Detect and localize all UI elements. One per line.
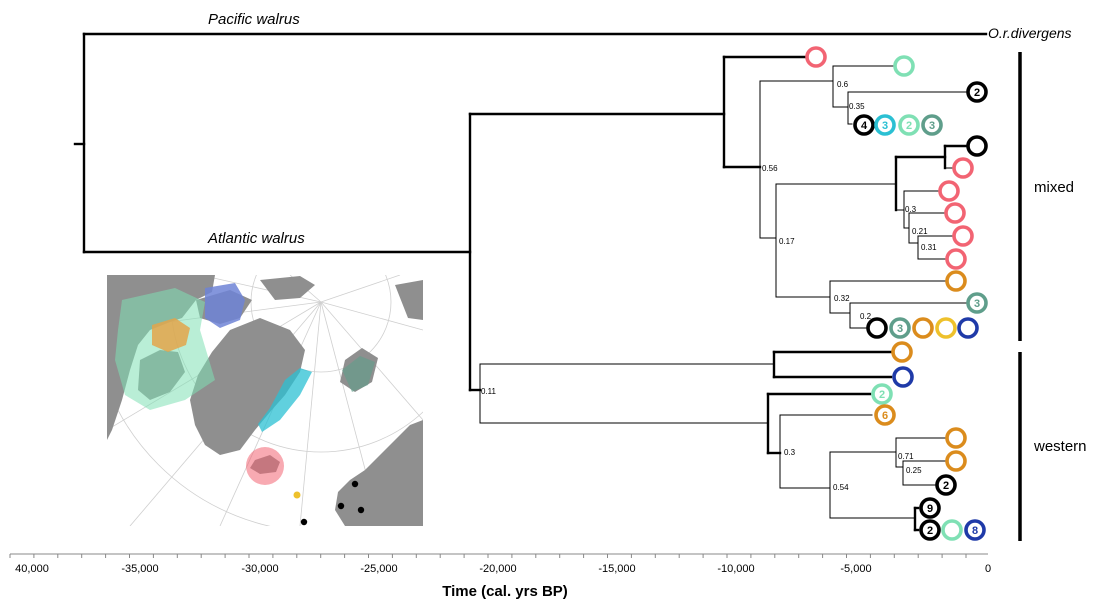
tip-circle-navy [964,519,986,541]
tip-circle-black [919,497,941,519]
support-value: 0.54 [833,483,849,492]
tip-circle-black [919,519,941,541]
site-black [351,480,359,488]
tip-count: 2 [943,480,949,492]
tip-circle-navy [957,317,979,339]
tip-circle-mint [871,383,893,405]
tick-label: -35,000 [121,563,158,575]
support-values: 0.6 0.35 0.56 0.3 0.21 0.31 0.17 0.32 0.… [481,80,937,492]
tip-circle-yellow [935,317,957,339]
range-teal [342,356,375,392]
tip-circle-pink [944,202,966,224]
range-navy [205,283,245,328]
tip-count: 3 [897,323,903,335]
tip-circle-mint [898,114,920,136]
tree-branches [73,32,988,532]
support-value: 0.17 [779,237,795,246]
tip-circle-teal [966,292,988,314]
tip-circle-mint [941,519,963,541]
support-value: 0.25 [906,466,922,475]
tip-circle-black [966,81,988,103]
tip-count: 3 [929,120,935,132]
support-value: 0.31 [921,243,937,252]
site-yellow [293,491,301,499]
tip-circle-teal [921,114,943,136]
tick-label: -10,000 [717,563,754,575]
tip-circle-navy [892,366,914,388]
tip-circle-pink [945,248,967,270]
tip-count: 9 [927,503,933,515]
support-value: 0.2 [860,312,872,321]
tip-circle-orange [912,317,934,339]
tip-circle-pink [952,225,974,247]
axis-title: Time (cal. yrs BP) [442,583,568,600]
support-value: 0.32 [834,294,850,303]
tip-count: 2 [879,389,885,401]
outgroup-label: O.r.divergens [988,25,1072,41]
support-value: 0.35 [849,102,865,111]
tip-circle-orange [945,450,967,472]
scandinavia [335,420,423,526]
tick-label: 0 [985,563,991,575]
tip-circle-pink [952,157,974,179]
tip-count: 8 [972,525,978,537]
pacific-walrus-label: Pacific walrus [208,11,300,28]
support-value: 0.11 [481,387,497,396]
tip-count: 3 [882,120,888,132]
tip-circle-orange [945,270,967,292]
tip-circle-black [966,135,988,157]
greenland [190,318,305,455]
site-black [357,506,365,514]
franz-josef-land [395,280,423,320]
tick-label: -25,000 [360,563,397,575]
north-island [260,276,315,300]
range-pink [246,447,284,485]
tip-count: 4 [861,120,868,132]
time-axis: 40,000 -35,000 -30,000 -25,000 -20,000 -15,00… [9,553,991,600]
tip-circle-teal [889,317,911,339]
tip-circle-cyan [874,114,896,136]
support-value: 0.56 [762,164,778,173]
tick-label: 40,000 [15,563,49,575]
tip-count: 3 [974,298,980,310]
support-value: 0.21 [912,227,928,236]
western-clade-label: western [1033,438,1087,455]
tip-count: 6 [882,410,888,422]
tip-circle-pink [938,180,960,202]
range-cyan [258,368,312,432]
tick-label: -20,000 [479,563,516,575]
support-value: 0.6 [837,80,849,89]
mixed-clade-label: mixed [1034,179,1074,196]
support-value: 0.3 [784,448,796,457]
site-black [300,518,308,526]
tick-label: -5,000 [840,563,871,575]
tip-circle-orange [891,341,913,363]
tip-count: 2 [927,525,933,537]
walrus-range-map [107,275,423,526]
support-value: 0.71 [898,452,914,461]
tip-circle-orange [874,404,896,426]
range-orange [152,318,190,352]
tick-label: -15,000 [598,563,635,575]
tip-circle-orange [945,427,967,449]
tip-circle-black [935,474,957,496]
tip-circle-mint [893,55,915,77]
tip-count: 2 [974,87,980,99]
tip-count: 2 [906,120,912,132]
tip-circle-black [866,317,888,339]
support-value: 0.3 [905,205,917,214]
tip-circle-pink [805,46,827,68]
tick-label: -30,000 [241,563,278,575]
atlantic-walrus-label: Atlantic walrus [207,230,305,247]
tip-circle-black [853,114,875,136]
site-black [337,502,345,510]
